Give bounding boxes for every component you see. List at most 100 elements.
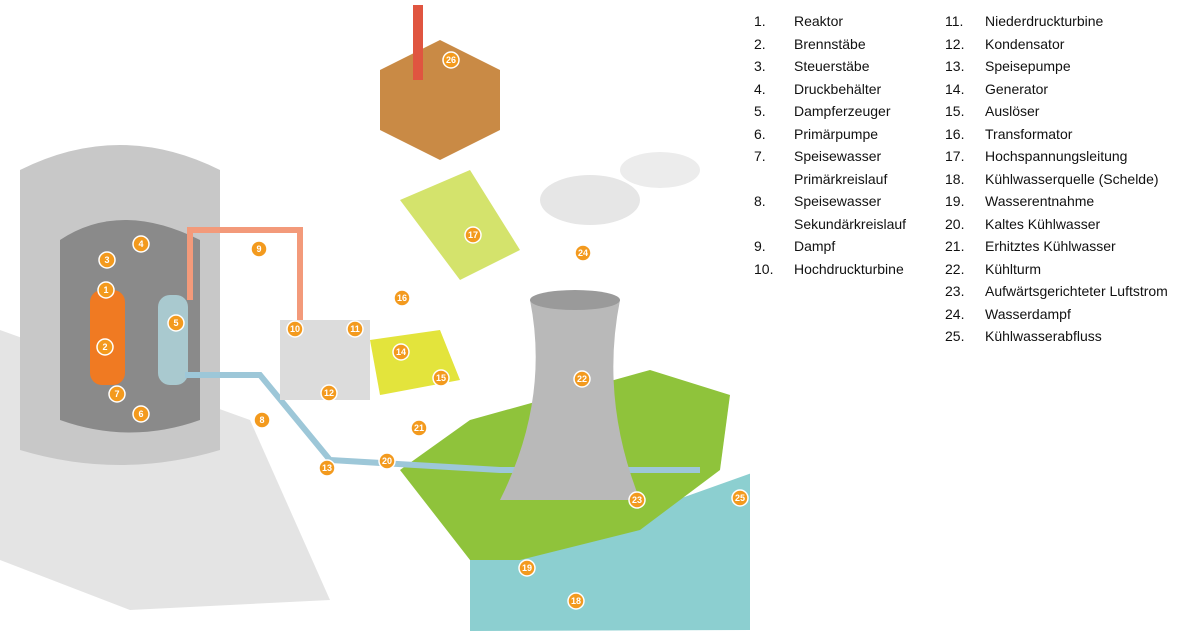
badge-label: 7 — [114, 389, 119, 399]
legend-label: Hochspannungsleitung — [985, 148, 1128, 164]
badge-label: 11 — [350, 324, 360, 334]
badge — [464, 226, 482, 244]
badge-label: 25 — [735, 493, 745, 503]
badge-label: 3 — [104, 255, 109, 265]
legend-item: 15. Auslöser — [945, 100, 1177, 123]
legend-label: Speisewasser Sekundärkreislauf — [794, 193, 907, 232]
legend-number: 11. — [945, 13, 964, 29]
legend-label: Speisepumpe — [985, 58, 1071, 74]
legend-item: 22. Kühlturm — [945, 258, 1177, 281]
legend-number: 5. — [754, 103, 766, 119]
legend-number: 9. — [754, 238, 766, 254]
badge-label: 13 — [322, 463, 332, 473]
badge — [731, 489, 749, 507]
badge — [442, 51, 460, 69]
legend-number: 19. — [945, 193, 965, 209]
badge — [393, 289, 411, 307]
legend-item: 21. Erhitztes Kühlwasser — [945, 235, 1177, 258]
badge-label: 4 — [138, 239, 143, 249]
legend-number: 1. — [754, 13, 766, 29]
badge — [250, 240, 268, 258]
legend-item: 3. Steuerstäbe — [754, 55, 944, 78]
badge-label: 1 — [103, 285, 108, 295]
legend-item: 1. Reaktor — [754, 10, 944, 33]
legend-label: Speisewasser Primärkreislauf — [794, 148, 888, 187]
legend-number: 23. — [945, 283, 965, 299]
legend-label: Erhitztes Kühlwasser — [985, 238, 1116, 254]
badge-label: 22 — [577, 374, 587, 384]
badge — [132, 235, 150, 253]
legend-number: 4. — [754, 80, 766, 97]
substation — [400, 170, 520, 280]
legend-number: 12. — [945, 35, 965, 52]
legend-number: 21. — [945, 238, 965, 254]
badge — [628, 491, 646, 509]
badge — [392, 343, 410, 361]
legend-item: 4. Druckbehälter — [754, 78, 944, 101]
legend-label: Primärpumpe — [794, 125, 879, 142]
badge — [378, 452, 396, 470]
legend-label: Brennstäbe — [794, 35, 866, 52]
legend-number: 7. — [754, 148, 766, 164]
reactor — [90, 290, 125, 385]
badge — [132, 405, 150, 423]
legend-label: Wasserentnahme — [985, 193, 1095, 209]
legend-number: 15. — [945, 103, 965, 119]
badge-label: 17 — [468, 230, 478, 240]
legend-number: 22. — [945, 260, 965, 277]
badge-label: 2 — [102, 342, 107, 352]
legend-column: 1. Reaktor 2. Brennstäbe 3. Steuerstäbe 4. Druc… — [754, 10, 944, 280]
badge — [574, 244, 592, 262]
legend-item: 6. Primärpumpe — [754, 123, 944, 146]
legend-number: 18. — [945, 170, 965, 187]
legend-number: 8. — [754, 193, 766, 209]
water — [470, 473, 750, 631]
legend-item: 12. Kondensator — [945, 33, 1177, 56]
legend-number: 2. — [754, 35, 766, 52]
legend-item: 11. Niederdruckturbine — [945, 10, 1177, 33]
legend-item: 16. Transformator — [945, 123, 1177, 146]
badge-label: 23 — [632, 495, 642, 505]
badge-label: 20 — [382, 456, 392, 466]
steam-generator — [158, 295, 188, 385]
badge-label: 19 — [522, 563, 532, 573]
legend-item: 24. Wasserdampf — [945, 303, 1177, 326]
legend-item: 8. Speisewasser Sekundärkreislauf — [754, 190, 944, 235]
legend-label: Kühlwasserquelle (Schelde) — [985, 170, 1159, 187]
legend-label: Kondensator — [985, 35, 1065, 52]
legend-item: 17. Hochspannungsleitung — [945, 145, 1177, 168]
legend-item: 23. Aufwärtsgerichteter Luftstrom — [945, 280, 1177, 303]
legend-label: Hochdruckturbine — [794, 260, 904, 277]
legend-item: 19. Wasserentnahme — [945, 190, 1177, 213]
chimney — [413, 5, 423, 80]
badge — [108, 385, 126, 403]
badge — [253, 411, 271, 429]
legend-item: 14. Generator — [945, 78, 1177, 101]
badge — [410, 419, 428, 437]
legend-label: Reaktor — [794, 13, 844, 29]
tower-top — [530, 290, 620, 310]
badge — [97, 281, 115, 299]
legend-label: Druckbehälter — [794, 80, 882, 97]
legend-number: 20. — [945, 215, 965, 232]
badge-label: 12 — [324, 388, 334, 398]
badge-label: 21 — [414, 423, 424, 433]
badge — [96, 338, 114, 356]
badge-label: 26 — [446, 55, 456, 65]
legend-label: Auslöser — [985, 103, 1040, 119]
badge — [346, 320, 364, 338]
legend-label: Transformator — [985, 125, 1073, 142]
cooling-tower — [500, 300, 640, 500]
legend-label: Wasserdampf — [985, 305, 1071, 322]
legend-label: Kühlturm — [985, 260, 1042, 277]
legend-item: 25. Kühlwasserabfluss — [945, 325, 1177, 348]
badge-label: 5 — [173, 318, 178, 328]
badge-label: 10 — [290, 324, 300, 334]
badge-label: 18 — [571, 596, 581, 606]
legend-number: 25. — [945, 328, 965, 344]
legend-number: 16. — [945, 125, 965, 142]
badge-label: 14 — [396, 347, 406, 357]
legend-column: 11. Niederdruckturbine 12. Kondensator 13. Sp… — [945, 10, 1177, 348]
